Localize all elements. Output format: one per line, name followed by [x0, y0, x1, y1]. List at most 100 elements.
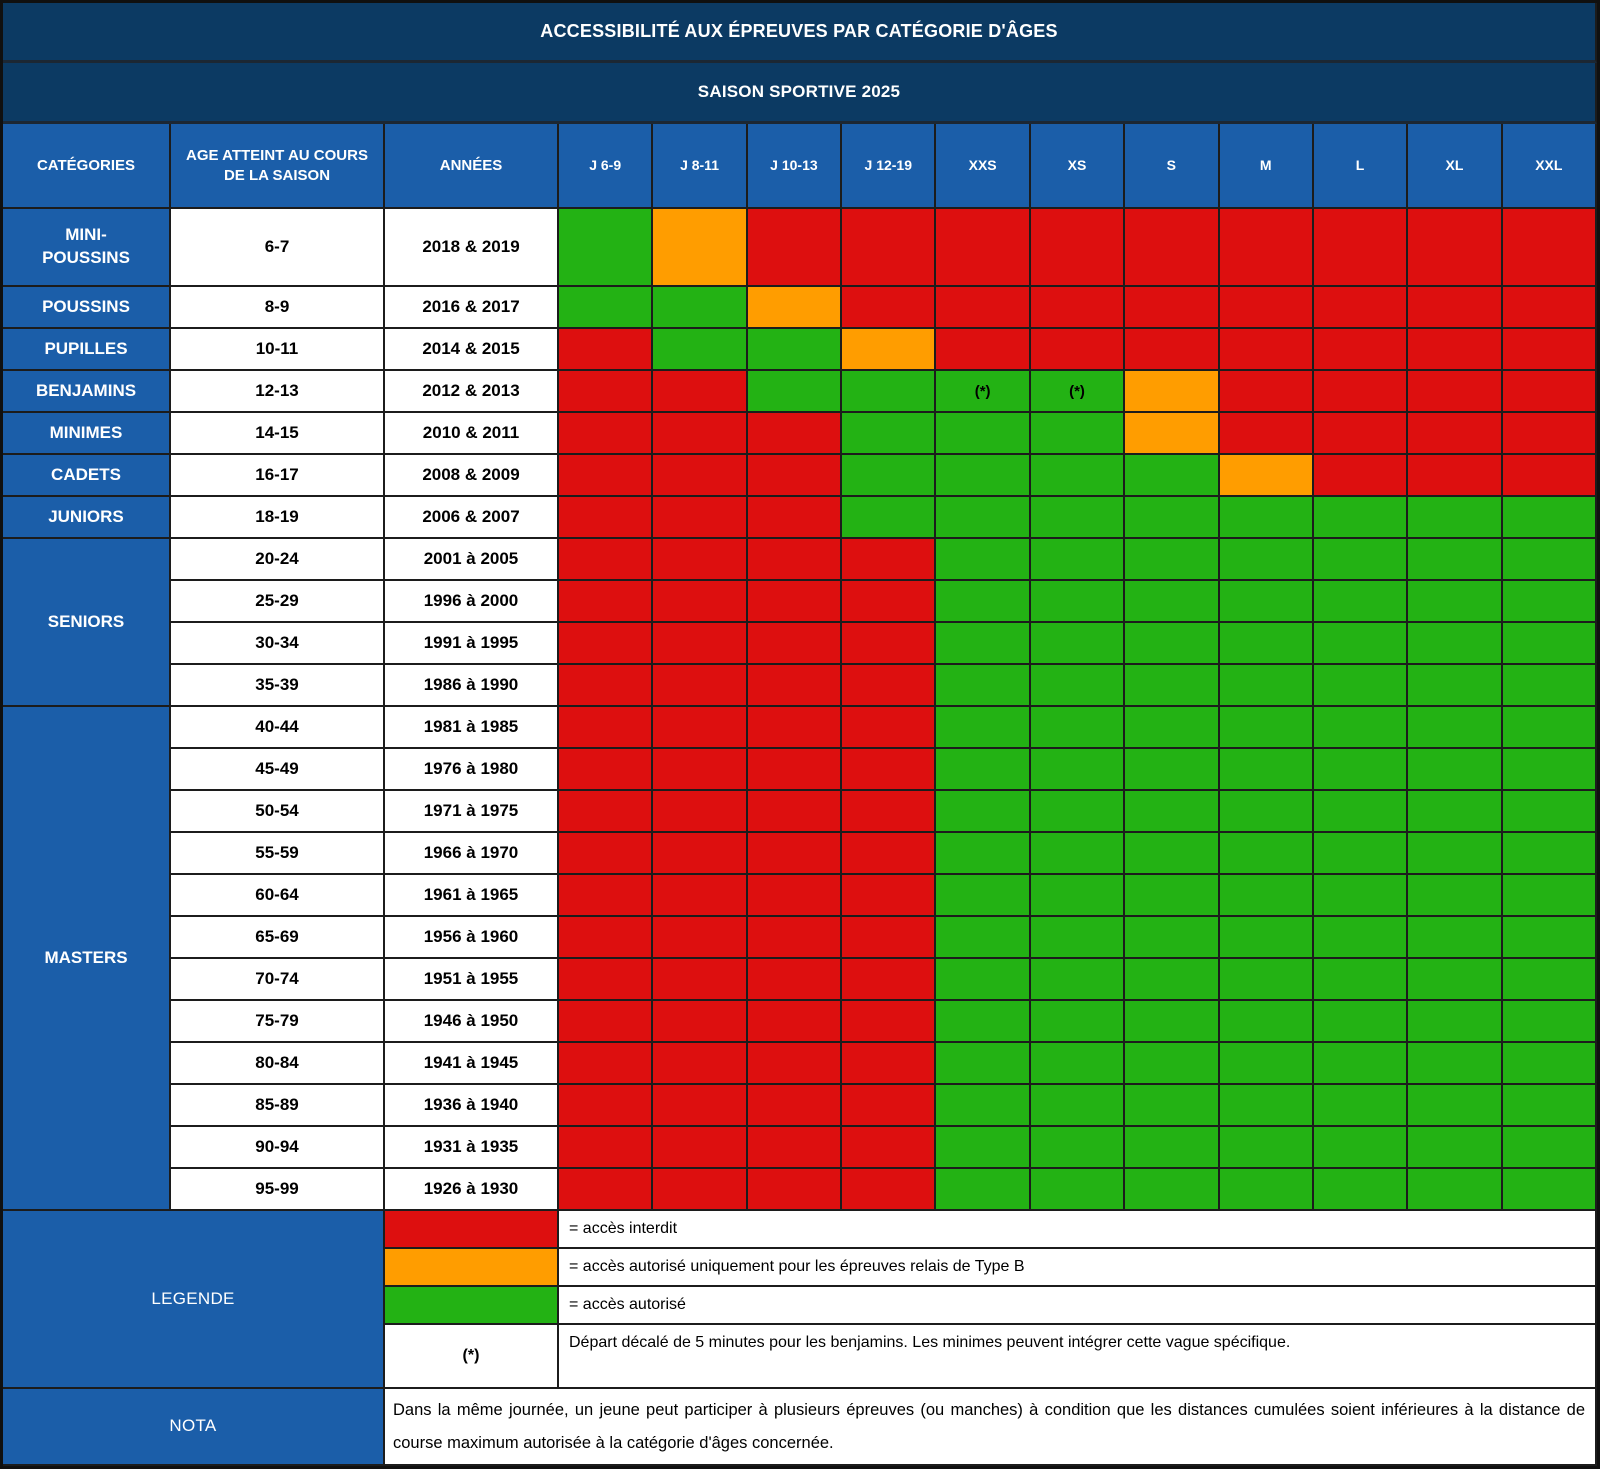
access-cell	[1219, 1085, 1314, 1127]
access-cell	[842, 833, 937, 875]
access-cell	[1125, 1085, 1220, 1127]
access-cell	[1408, 1001, 1503, 1043]
access-cell	[1125, 833, 1220, 875]
access-cell	[1125, 371, 1220, 413]
access-cell	[559, 623, 654, 665]
column-header-l: L	[1313, 124, 1409, 209]
access-cell	[1219, 917, 1314, 959]
access-cell	[842, 1001, 937, 1043]
years-cell: 1926 à 1930	[385, 1169, 559, 1211]
access-cell	[653, 917, 748, 959]
access-cell	[936, 413, 1031, 455]
age-cell: 95-99	[171, 1169, 385, 1211]
access-cell	[1219, 455, 1314, 497]
access-cell	[936, 1127, 1031, 1169]
access-cell	[1219, 329, 1314, 371]
access-cell	[1502, 917, 1597, 959]
access-cell	[1219, 413, 1314, 455]
access-cell	[1313, 539, 1409, 581]
access-cell	[842, 917, 937, 959]
column-header-j-12-19: J 12-19	[842, 124, 937, 209]
access-cell	[842, 1127, 937, 1169]
access-cell	[559, 1001, 654, 1043]
access-cell	[1313, 623, 1409, 665]
access-cell	[1313, 329, 1409, 371]
access-cell	[559, 1085, 654, 1127]
access-cell	[653, 455, 748, 497]
access-cell	[747, 413, 843, 455]
access-cell	[653, 413, 748, 455]
access-cell	[653, 1001, 748, 1043]
access-cell	[1408, 413, 1503, 455]
access-cell	[842, 959, 937, 1001]
access-cell	[747, 1043, 843, 1085]
access-cell	[1313, 413, 1409, 455]
age-cell: 6-7	[171, 209, 385, 287]
access-cell	[1502, 539, 1597, 581]
access-cell	[936, 1001, 1031, 1043]
years-cell: 2016 & 2017	[385, 287, 559, 329]
access-cell	[842, 749, 937, 791]
years-cell: 1971 à 1975	[385, 791, 559, 833]
access-cell	[747, 455, 843, 497]
access-cell	[1125, 917, 1220, 959]
access-cell	[559, 287, 654, 329]
access-cell	[653, 1127, 748, 1169]
access-cell	[936, 959, 1031, 1001]
access-cell	[1030, 791, 1126, 833]
years-cell: 1996 à 2000	[385, 581, 559, 623]
access-cell	[1219, 875, 1314, 917]
access-cell	[1408, 1085, 1503, 1127]
access-cell	[1408, 455, 1503, 497]
access-cell	[559, 329, 654, 371]
access-cell	[1125, 287, 1220, 329]
access-cell	[1313, 707, 1409, 749]
category-label-benjamins: BENJAMINS	[3, 371, 171, 413]
years-cell: 1976 à 1980	[385, 749, 559, 791]
access-cell	[747, 371, 843, 413]
column-header-s: S	[1125, 124, 1220, 209]
access-cell	[1125, 1169, 1220, 1211]
access-cell	[1219, 707, 1314, 749]
access-cell	[559, 665, 654, 707]
access-cell	[1502, 623, 1597, 665]
access-cell	[1125, 623, 1220, 665]
access-cell	[936, 497, 1031, 539]
access-cell	[1030, 875, 1126, 917]
access-cell	[559, 833, 654, 875]
access-cell	[842, 209, 937, 287]
age-cell: 35-39	[171, 665, 385, 707]
years-cell: 1946 à 1950	[385, 1001, 559, 1043]
access-cell	[1219, 833, 1314, 875]
access-cell	[936, 917, 1031, 959]
access-cell	[1030, 455, 1126, 497]
access-cell	[1502, 749, 1597, 791]
access-cell	[747, 209, 843, 287]
column-header-xxs: XXS	[936, 124, 1031, 209]
years-cell: 2012 & 2013	[385, 371, 559, 413]
access-cell	[1502, 665, 1597, 707]
access-cell	[1502, 455, 1597, 497]
age-cell: 70-74	[171, 959, 385, 1001]
years-cell: 1966 à 1970	[385, 833, 559, 875]
access-cell	[747, 1169, 843, 1211]
access-cell	[1313, 1169, 1409, 1211]
access-cell	[1408, 791, 1503, 833]
age-cell: 30-34	[171, 623, 385, 665]
access-cell	[747, 1001, 843, 1043]
access-cell	[1313, 1001, 1409, 1043]
years-cell: 1936 à 1940	[385, 1085, 559, 1127]
access-cell	[936, 791, 1031, 833]
access-cell	[1313, 833, 1409, 875]
access-cell	[1219, 287, 1314, 329]
years-cell: 2018 & 2019	[385, 209, 559, 287]
access-cell	[936, 581, 1031, 623]
access-cell	[1030, 329, 1126, 371]
access-cell	[1030, 287, 1126, 329]
access-cell	[559, 581, 654, 623]
access-cell	[1502, 413, 1597, 455]
access-cell	[936, 455, 1031, 497]
access-cell	[1030, 623, 1126, 665]
column-header-j-8-11: J 8-11	[653, 124, 748, 209]
access-cell	[559, 917, 654, 959]
